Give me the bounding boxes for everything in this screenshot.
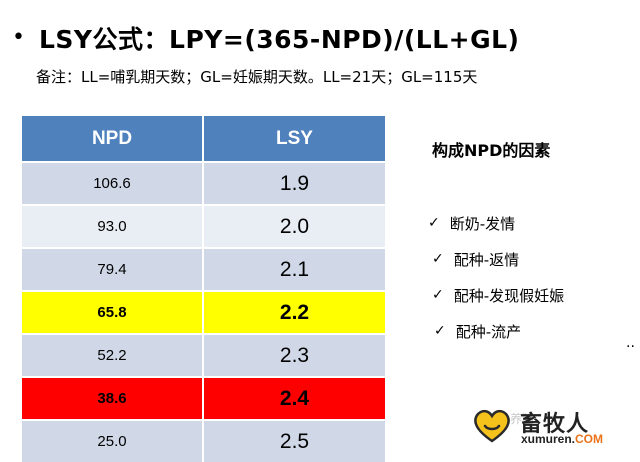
list-item: ✓ 配种-发现假妊娠 bbox=[432, 277, 564, 313]
npd-value: 38.6 bbox=[22, 376, 204, 420]
factor-list: ✓ 断奶-发情 ✓ 配种-返情 ✓ 配种-发现假妊娠 ✓ 配种-流产 bbox=[428, 205, 564, 349]
heart-logo-icon bbox=[474, 409, 510, 443]
npd-value: 93.0 bbox=[22, 204, 204, 248]
slide-title: LSY公式：LPY=(365-NPD)/(LL+GL) bbox=[38, 25, 520, 54]
table-row: 106.6 1.9 bbox=[22, 161, 385, 205]
lsy-value: 2.2 bbox=[203, 290, 385, 334]
table-row: 52.2 2.3 bbox=[22, 333, 385, 377]
watermark-faded-text: 养猪 bbox=[510, 412, 535, 426]
table-row: 79.4 2.1 bbox=[22, 247, 385, 291]
factors-heading: 构成NPD的因素 bbox=[432, 141, 551, 160]
table-header-row: NPD LSY bbox=[22, 116, 385, 162]
checkmark-icon: ✓ bbox=[428, 215, 440, 231]
list-item: ✓ 断奶-发情 bbox=[428, 205, 560, 241]
checkmark-icon: ✓ bbox=[432, 287, 444, 303]
factor-label: 配种-流产 bbox=[455, 322, 522, 341]
table-row: 25.0 2.5 bbox=[22, 419, 385, 462]
lsy-value: 2.4 bbox=[203, 376, 385, 420]
npd-lsy-table: NPD LSY 106.6 1.9 93.0 2.0 79.4 2.1 65.8… bbox=[22, 116, 385, 462]
lsy-value: 1.9 bbox=[203, 161, 385, 205]
table-row-highlight-red: 38.6 2.4 bbox=[22, 376, 385, 420]
title-row: • LSY公式：LPY=(365-NPD)/(LL+GL) bbox=[12, 20, 519, 56]
list-item: ✓ 配种-返情 bbox=[432, 241, 564, 277]
npd-value: 65.8 bbox=[22, 290, 204, 334]
list-item: ✓ 配种-流产 bbox=[434, 313, 566, 349]
table-row-highlight-yellow: 65.8 2.2 bbox=[22, 290, 385, 334]
watermark-url-main: xumuren. bbox=[521, 432, 576, 446]
watermark-url: xumuren.COM bbox=[521, 432, 603, 446]
npd-value: 79.4 bbox=[22, 247, 204, 291]
npd-value: 52.2 bbox=[22, 333, 204, 377]
factor-label: 配种-返情 bbox=[453, 250, 520, 269]
ellipsis: .. bbox=[626, 335, 635, 351]
lsy-value: 2.5 bbox=[203, 419, 385, 462]
npd-value: 106.6 bbox=[22, 161, 204, 205]
factor-label: 配种-发现假妊娠 bbox=[453, 286, 565, 305]
npd-value: 25.0 bbox=[22, 419, 204, 462]
header-npd: NPD bbox=[22, 116, 204, 162]
watermark-brand: 畜牧人 bbox=[520, 412, 590, 437]
bullet-dot: • bbox=[12, 25, 25, 50]
checkmark-icon: ✓ bbox=[432, 251, 444, 267]
header-lsy: LSY bbox=[203, 116, 385, 162]
formula-note: 备注：LL=哺乳期天数；GL=妊娠期天数。LL=21天；GL=115天 bbox=[36, 68, 478, 86]
table-row: 93.0 2.0 bbox=[22, 204, 385, 248]
factor-label: 断奶-发情 bbox=[449, 214, 516, 233]
lsy-value: 2.1 bbox=[203, 247, 385, 291]
checkmark-icon: ✓ bbox=[434, 323, 446, 339]
lsy-value: 2.3 bbox=[203, 333, 385, 377]
lsy-value: 2.0 bbox=[203, 204, 385, 248]
watermark-url-tld: COM bbox=[575, 432, 604, 446]
